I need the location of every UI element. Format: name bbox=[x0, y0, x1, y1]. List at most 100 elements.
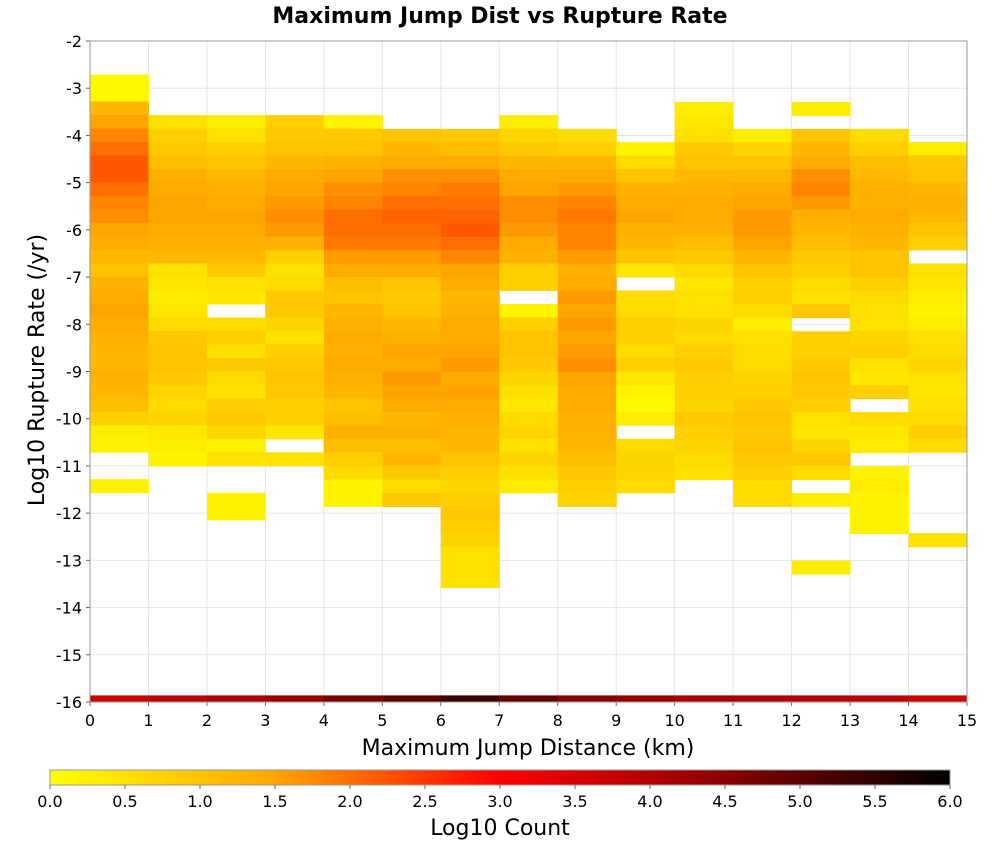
heatmap-cell bbox=[323, 209, 383, 224]
heatmap-cell bbox=[265, 209, 325, 224]
heatmap-cell bbox=[499, 209, 559, 224]
heatmap-cell bbox=[265, 142, 325, 157]
heatmap-cell bbox=[440, 371, 500, 386]
heatmap-cell bbox=[206, 276, 266, 291]
heatmap-cell bbox=[206, 169, 266, 184]
heatmap-cell bbox=[265, 115, 325, 130]
heatmap-cell bbox=[440, 560, 500, 575]
heatmap-cell bbox=[791, 344, 851, 359]
heatmap-cell bbox=[206, 263, 266, 278]
heatmap-cell bbox=[791, 277, 851, 292]
heatmap-cell bbox=[791, 560, 851, 575]
heatmap-cell bbox=[674, 263, 734, 278]
heatmap-cell bbox=[733, 304, 793, 319]
heatmap-cell bbox=[323, 344, 383, 359]
heatmap-cell bbox=[616, 155, 676, 170]
heatmap-cell bbox=[908, 290, 968, 305]
heatmap-cell bbox=[616, 438, 676, 453]
heatmap-cell bbox=[499, 438, 559, 453]
heatmap-cell bbox=[674, 304, 734, 319]
colorbar-tick-label: 1.0 bbox=[187, 792, 212, 811]
heatmap-cell bbox=[206, 155, 266, 170]
x-tick-label: 5 bbox=[377, 711, 387, 730]
y-tick-label: -5 bbox=[66, 174, 82, 193]
heatmap-cell bbox=[382, 439, 442, 454]
heatmap-cell bbox=[323, 398, 383, 413]
plot-frame bbox=[89, 40, 968, 703]
heatmap-cell bbox=[382, 128, 442, 143]
heatmap-cell bbox=[791, 493, 851, 508]
heatmap-cell bbox=[850, 290, 910, 305]
heatmap-cell bbox=[908, 398, 968, 413]
heatmap-cell bbox=[616, 384, 676, 399]
heatmap-cell bbox=[908, 438, 968, 453]
heatmap-cell bbox=[440, 196, 500, 211]
heatmap-cell bbox=[382, 412, 442, 427]
heatmap-cell bbox=[499, 371, 559, 386]
heatmap-cell bbox=[499, 384, 559, 399]
heatmap-cell bbox=[908, 344, 968, 359]
heatmap-cell bbox=[557, 250, 617, 265]
heatmap-cell bbox=[674, 115, 734, 130]
heatmap-cell bbox=[674, 182, 734, 197]
heatmap-cell bbox=[265, 357, 325, 372]
heatmap-cell bbox=[323, 182, 383, 197]
heatmap-cell bbox=[908, 357, 968, 372]
heatmap-cell bbox=[440, 169, 500, 184]
heatmap-cell bbox=[557, 331, 617, 346]
heatmap-cell bbox=[616, 195, 676, 210]
heatmap-cell bbox=[733, 358, 793, 373]
heatmap-cell bbox=[440, 155, 500, 170]
heatmap-cell bbox=[382, 344, 442, 359]
heatmap-cell bbox=[90, 384, 149, 399]
heatmap-cell bbox=[674, 371, 734, 386]
heatmap-cell bbox=[90, 303, 149, 318]
heatmap-cell bbox=[440, 452, 500, 467]
heatmap-cell bbox=[557, 479, 617, 494]
heatmap-cell bbox=[265, 371, 325, 386]
heatmap-cell bbox=[733, 182, 793, 197]
heatmap-cell bbox=[557, 398, 617, 413]
heatmap-cell bbox=[791, 425, 851, 440]
heatmap-cell bbox=[323, 155, 383, 170]
heatmap-cell bbox=[791, 263, 851, 278]
heatmap-cell bbox=[382, 277, 442, 292]
y-tick-label: -8 bbox=[66, 315, 82, 334]
heatmap-cell bbox=[440, 466, 500, 481]
heatmap-cell bbox=[557, 439, 617, 454]
heatmap-cell bbox=[850, 277, 910, 292]
heatmap-cell bbox=[382, 493, 442, 508]
heatmap-cell bbox=[557, 128, 617, 143]
heatmap-cell bbox=[148, 344, 208, 359]
heatmap-cell bbox=[791, 223, 851, 238]
heatmap-cell bbox=[674, 439, 734, 454]
heatmap-cell bbox=[733, 344, 793, 359]
heatmap-cell bbox=[265, 169, 325, 184]
heatmap-cell bbox=[499, 182, 559, 197]
colorbar-label: Log10 Count bbox=[430, 816, 570, 841]
heatmap-cell bbox=[557, 236, 617, 251]
heatmap-cell bbox=[616, 222, 676, 237]
heatmap-cell bbox=[323, 411, 383, 426]
heatmap-cell bbox=[148, 236, 208, 251]
heatmap-cell bbox=[90, 114, 149, 129]
heatmap-cell bbox=[440, 223, 500, 238]
colorbar-tick-label: 3.5 bbox=[562, 792, 587, 811]
heatmap-cell bbox=[850, 466, 910, 481]
y-tick-label: -2 bbox=[66, 32, 82, 51]
heatmap-cell bbox=[265, 250, 325, 265]
x-tick-label: 0 bbox=[85, 711, 95, 730]
x-tick-label: 7 bbox=[494, 711, 504, 730]
heatmap-cell bbox=[733, 196, 793, 211]
heatmap-cell bbox=[908, 236, 968, 251]
colorbar-tick-label: 5.0 bbox=[787, 792, 812, 811]
y-tick-label: -15 bbox=[56, 646, 82, 665]
heatmap-cell bbox=[674, 385, 734, 400]
x-tick-label: 15 bbox=[957, 711, 977, 730]
heatmap-cell bbox=[791, 196, 851, 211]
heatmap-cell bbox=[206, 330, 266, 345]
heatmap-cell bbox=[616, 330, 676, 345]
heatmap-cell bbox=[674, 290, 734, 305]
heatmap-cell bbox=[850, 412, 910, 427]
heatmap-cell bbox=[382, 223, 442, 238]
